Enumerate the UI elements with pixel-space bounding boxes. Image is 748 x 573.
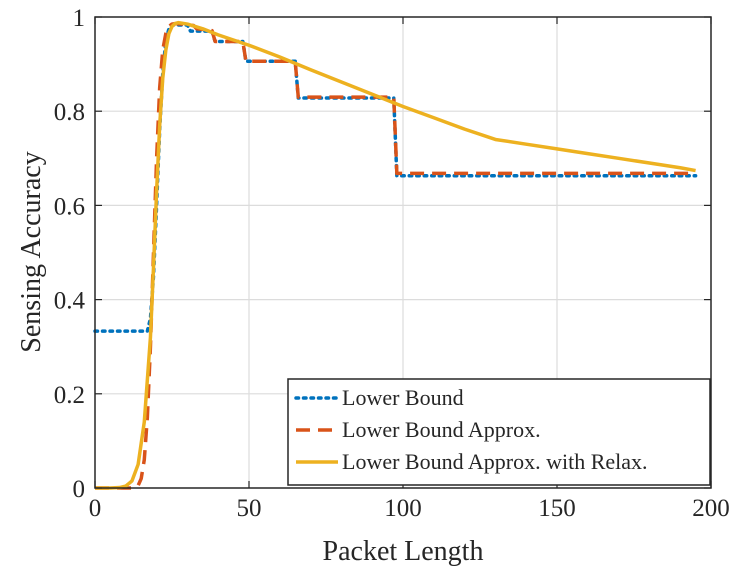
x-tick-label: 100 [384,495,422,522]
y-axis-label: Sensing Accuracy [16,151,47,352]
legend-label-lower-bound-approx-relax: Lower Bound Approx. with Relax. [342,449,648,474]
series-lower-bound-approx-relax [95,20,696,490]
series-layer [93,20,698,490]
y-tick-label: 0.2 [54,382,85,409]
axis-ticks: 0 50 100 150 200 0 0.2 0.4 0.6 0.8 1 [54,5,730,522]
legend-label-lower-bound: Lower Bound [342,385,464,410]
legend-box [287,378,711,486]
y-tick-label: 0.6 [54,193,85,220]
x-tick-label: 0 [89,495,102,522]
x-tick-label: 150 [538,495,576,522]
x-axis-label: Packet Length [323,536,484,567]
legend: Lower Bound Lower Bound Approx. Lower Bo… [287,378,711,486]
y-tick-label: 0.4 [54,288,86,315]
y-tick-label: 0.8 [54,99,85,126]
y-tick-label: 1 [73,5,86,32]
x-tick-label: 50 [237,495,262,522]
y-tick-label: 0 [73,476,86,503]
x-tick-label: 200 [692,495,730,522]
legend-label-lower-bound-approx: Lower Bound Approx. [342,417,541,442]
